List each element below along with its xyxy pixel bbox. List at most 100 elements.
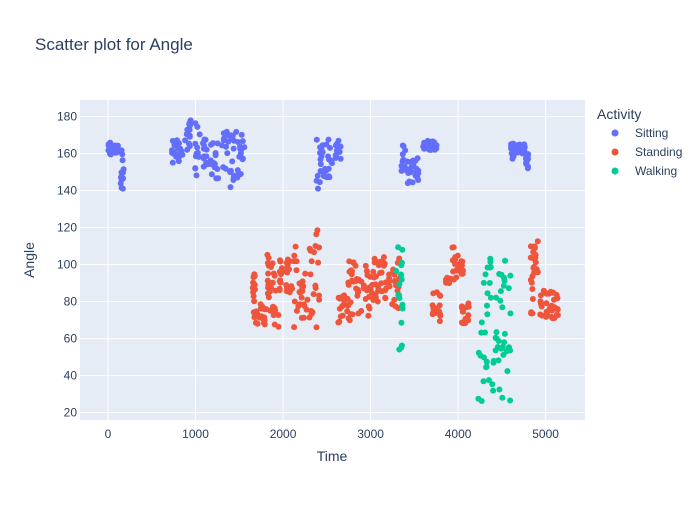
data-point-standing xyxy=(257,305,264,312)
data-point-sitting xyxy=(523,160,529,167)
data-point-standing xyxy=(460,320,466,327)
x-axis-label: Time xyxy=(317,448,348,464)
data-point-standing xyxy=(375,288,381,295)
data-point-standing xyxy=(277,277,284,284)
data-point-standing xyxy=(344,308,351,315)
y-tick-label: 140 xyxy=(57,184,77,198)
data-point-sitting xyxy=(222,133,229,139)
data-point-standing xyxy=(352,262,359,269)
legend-item-standing[interactable]: Standing xyxy=(611,145,683,159)
data-point-standing xyxy=(436,318,443,325)
data-point-sitting xyxy=(410,161,417,168)
data-point-walking xyxy=(495,338,502,344)
data-point-walking xyxy=(486,280,493,286)
data-point-sitting xyxy=(337,155,344,162)
data-point-sitting xyxy=(314,172,321,179)
data-point-standing xyxy=(283,282,290,288)
data-point-sitting xyxy=(316,179,323,186)
data-point-standing xyxy=(543,290,550,297)
data-point-standing xyxy=(249,284,256,291)
x-tick-label: 1000 xyxy=(182,427,209,441)
data-point-standing xyxy=(251,273,258,279)
data-point-standing xyxy=(377,270,384,276)
data-point-sitting xyxy=(328,158,335,165)
data-point-standing xyxy=(372,281,379,288)
data-point-standing xyxy=(250,279,257,286)
data-point-sitting xyxy=(233,128,240,135)
data-point-walking xyxy=(497,288,504,295)
y-tick-label: 20 xyxy=(64,406,78,420)
legend-marker-sitting xyxy=(611,129,619,137)
data-point-walking xyxy=(487,264,494,270)
data-point-standing xyxy=(313,324,320,331)
data-point-walking xyxy=(478,319,485,326)
data-point-sitting xyxy=(516,141,523,148)
data-point-standing xyxy=(277,269,284,276)
data-point-walking xyxy=(484,290,491,297)
data-point-walking xyxy=(489,381,496,388)
series-walking xyxy=(393,244,514,404)
grid-lines xyxy=(80,100,585,420)
data-point-standing xyxy=(528,279,535,286)
legend-item-walking[interactable]: Walking xyxy=(611,164,678,178)
data-point-walking xyxy=(487,294,494,301)
data-point-standing xyxy=(271,272,278,279)
data-point-sitting xyxy=(414,155,421,162)
data-point-standing xyxy=(302,270,309,277)
data-point-standing xyxy=(291,252,298,259)
data-point-walking xyxy=(398,319,405,326)
data-point-sitting xyxy=(239,138,246,145)
data-point-walking xyxy=(501,339,508,346)
x-tick-label: 4000 xyxy=(445,427,472,441)
data-point-walking xyxy=(482,271,489,278)
data-point-sitting xyxy=(234,167,241,174)
legend-label-walking: Walking xyxy=(635,164,677,178)
data-point-standing xyxy=(277,258,284,265)
data-point-standing xyxy=(349,268,355,275)
data-point-standing xyxy=(436,302,443,309)
legend-label-standing: Standing xyxy=(635,145,682,159)
data-point-standing xyxy=(528,309,535,316)
data-point-sitting xyxy=(186,133,193,140)
data-point-standing xyxy=(543,300,550,307)
data-point-standing xyxy=(436,292,443,299)
legend-item-sitting[interactable]: Sitting xyxy=(611,126,669,140)
data-point-standing xyxy=(355,310,362,317)
data-point-standing xyxy=(371,274,378,281)
data-point-standing xyxy=(303,306,310,313)
data-point-standing xyxy=(543,311,550,318)
data-point-walking xyxy=(507,272,514,279)
data-point-standing xyxy=(306,314,313,321)
data-point-standing xyxy=(286,266,292,273)
data-point-sitting xyxy=(325,153,332,160)
data-point-standing xyxy=(336,305,343,312)
data-point-standing xyxy=(298,294,305,301)
data-point-walking xyxy=(496,386,503,393)
data-point-walking xyxy=(399,301,406,308)
data-point-sitting xyxy=(334,140,340,147)
data-point-standing xyxy=(276,287,283,294)
data-point-standing xyxy=(265,270,272,277)
data-point-standing xyxy=(307,247,314,254)
data-point-standing xyxy=(251,298,258,305)
data-point-walking xyxy=(480,378,487,385)
data-point-walking xyxy=(502,257,508,264)
data-point-walking xyxy=(481,354,487,361)
data-point-standing xyxy=(270,303,276,310)
data-point-standing xyxy=(292,243,299,250)
data-point-walking xyxy=(505,285,512,292)
data-point-standing xyxy=(375,262,382,269)
data-point-sitting xyxy=(215,175,222,182)
data-point-standing xyxy=(378,280,385,287)
data-point-sitting xyxy=(421,145,428,152)
data-point-walking xyxy=(495,357,502,364)
data-point-standing xyxy=(300,301,307,308)
data-point-standing xyxy=(366,305,373,312)
data-point-sitting xyxy=(524,154,531,161)
data-point-standing xyxy=(554,312,561,319)
data-point-sitting xyxy=(323,141,330,148)
data-point-standing xyxy=(264,251,271,258)
data-point-standing xyxy=(345,281,352,288)
data-point-sitting xyxy=(510,153,517,160)
data-point-walking xyxy=(490,387,497,394)
